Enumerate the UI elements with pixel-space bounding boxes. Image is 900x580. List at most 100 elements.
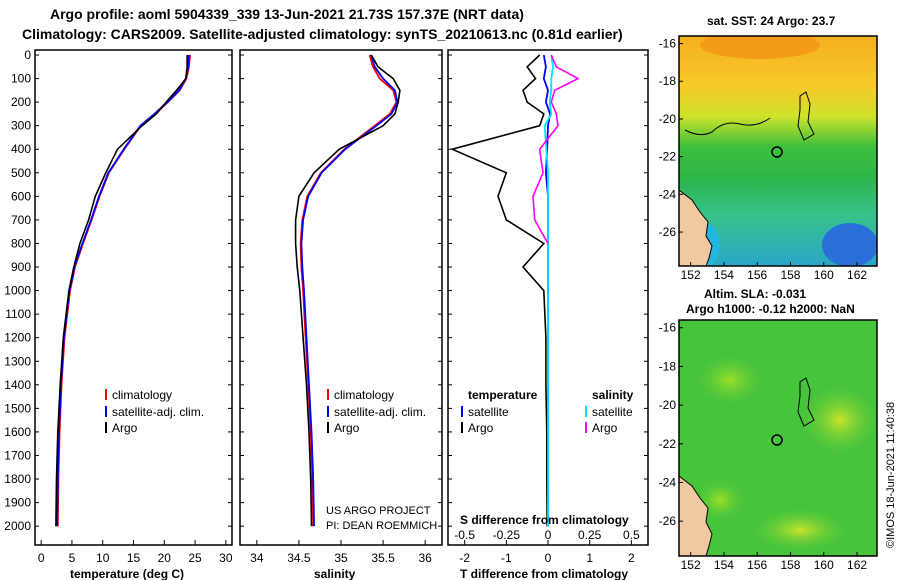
temperature-legend: climatology satellite-adj. clim. Argo <box>105 388 204 435</box>
map-lat-label: -22 <box>659 150 677 164</box>
legend-sal-satellite-label: satellite <box>592 405 633 419</box>
map-lon-label: 154 <box>714 268 734 282</box>
sla-high-patch <box>690 350 770 410</box>
y-tick-label: 500 <box>11 166 31 180</box>
salinity-panel <box>239 49 443 546</box>
credit-project: US ARGO PROJECT <box>326 505 431 517</box>
map-lon-label: 158 <box>780 558 800 572</box>
difference-top-xlabel: S difference from climatology <box>460 513 629 527</box>
y-tick-label: 1700 <box>4 448 31 462</box>
coastline <box>679 189 713 266</box>
salinity-xlabel: salinity <box>314 567 356 580</box>
x-tick-label: -1 <box>501 551 512 565</box>
y-tick-label: 1000 <box>4 284 31 298</box>
map-lon-label: 160 <box>814 558 834 572</box>
legend-satellite-label: satellite-adj. clim. <box>334 405 426 419</box>
tick-layer: 0 5 10 15 20 25 300100200300400500600700800900… <box>4 48 648 565</box>
map-lon-label: 160 <box>814 268 834 282</box>
legend-temp-satellite-label: satellite <box>468 405 509 419</box>
x-tick-label: 34 <box>250 551 264 565</box>
map-lat-label: -20 <box>659 398 677 412</box>
reef-contour <box>797 91 815 141</box>
x-tick-label: 5 <box>69 551 76 565</box>
credit-pi: PI: DEAN ROEMMICH <box>326 520 437 532</box>
map-lat-label: -18 <box>659 74 677 88</box>
imos-watermark: ©IMOS 18-Jun-2021 11:40:38 <box>885 402 897 548</box>
reef-contour <box>797 377 815 427</box>
y-tick-label: 1200 <box>4 331 31 345</box>
y-tick-label: 200 <box>11 95 31 109</box>
top-x-tick-label: 0.5 <box>623 528 640 542</box>
legend-sal-argo-label: Argo <box>592 421 618 435</box>
x-tick-label: 34.5 <box>287 551 311 565</box>
map-lon-label: 156 <box>747 268 767 282</box>
sla-high-patch <box>745 505 855 555</box>
title-line-2: Climatology: CARS2009. Satellite-adjuste… <box>22 26 623 42</box>
map-lon-label: 152 <box>681 268 701 282</box>
y-tick-label: 600 <box>11 189 31 203</box>
series-line <box>294 54 401 527</box>
top-x-tick-label: -0.25 <box>493 528 521 542</box>
y-tick-label: 300 <box>11 119 31 133</box>
top-x-tick-label: 0 <box>545 528 552 542</box>
legend-temperature-header: temperature <box>468 388 538 402</box>
map-lat-label: -16 <box>659 37 677 51</box>
difference-xlabel: T difference from climatology <box>460 567 628 580</box>
series-line <box>55 55 188 527</box>
coastline <box>679 475 713 556</box>
difference-legend: temperature salinity satellite Argo sate… <box>461 388 634 435</box>
x-tick-label: 2 <box>628 551 635 565</box>
series-line <box>56 54 191 527</box>
shelf-contour <box>684 117 771 136</box>
sst-map <box>679 36 877 266</box>
map-lat-label: -24 <box>659 187 677 201</box>
sla-map-frame <box>678 319 878 557</box>
legend-climatology-label: climatology <box>112 388 172 402</box>
x-tick-label: 20 <box>158 551 172 565</box>
legend-argo-label: Argo <box>334 421 360 435</box>
legend-satellite-label: satellite-adj. clim. <box>112 405 204 419</box>
legend-argo-label: Argo <box>112 421 138 435</box>
profile-lines-layer <box>55 54 580 527</box>
salinity-legend: climatology satellite-adj. clim. Argo <box>327 388 426 435</box>
x-tick-label: 15 <box>127 551 141 565</box>
series-line <box>300 54 399 527</box>
y-tick-label: 1300 <box>4 354 31 368</box>
sst-map-frame <box>678 35 878 267</box>
legend-temp-argo-label: Argo <box>468 421 494 435</box>
title-line-1: Argo profile: aoml 5904339_339 13-Jun-20… <box>50 6 524 22</box>
map-lat-label: -18 <box>659 359 677 373</box>
y-tick-label: 1600 <box>4 425 31 439</box>
y-tick-label: 100 <box>11 72 31 86</box>
series-line <box>532 54 580 244</box>
x-tick-label: 0 <box>545 551 552 565</box>
map-lat-label: -22 <box>659 437 677 451</box>
series-line <box>449 54 548 527</box>
y-tick-label: 1400 <box>4 378 31 392</box>
x-tick-label: 35.5 <box>371 551 395 565</box>
map-lat-label: -26 <box>659 225 677 239</box>
series-line <box>543 54 554 527</box>
temperature-xlabel: temperature (deg C) <box>70 567 184 580</box>
sla-map-title-1: Altim. SLA: -0.031 <box>704 287 806 301</box>
map-lon-label: 152 <box>681 558 701 572</box>
y-tick-label: 800 <box>11 236 31 250</box>
map-lon-label: 154 <box>714 558 734 572</box>
legend-climatology-label: climatology <box>334 388 394 402</box>
argo-position-marker <box>771 146 783 158</box>
map-lon-label: 162 <box>847 558 867 572</box>
top-x-tick-label: -0.5 <box>454 528 475 542</box>
y-tick-label: 900 <box>11 260 31 274</box>
y-tick-label: 2000 <box>4 519 31 533</box>
x-tick-label: 30 <box>219 551 233 565</box>
map-lat-label: -26 <box>659 514 677 528</box>
sst-map-title: sat. SST: 24 Argo: 23.7 <box>707 14 836 28</box>
legend-salinity-header: salinity <box>592 388 634 402</box>
y-tick-label: 1100 <box>5 307 31 321</box>
map-lat-label: -24 <box>659 475 677 489</box>
x-tick-label: 36 <box>418 551 432 565</box>
y-tick-label: 1900 <box>4 496 31 510</box>
temperature-panel <box>34 49 233 546</box>
map-lon-label: 156 <box>747 558 767 572</box>
